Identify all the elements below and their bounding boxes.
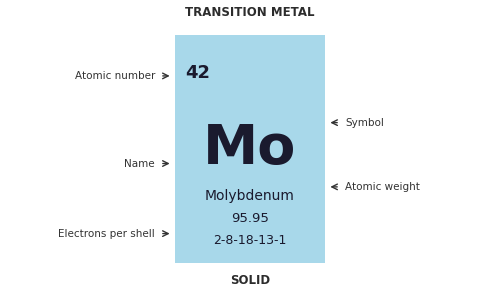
Text: Symbol: Symbol [345, 118, 384, 128]
Text: TRANSITION METAL: TRANSITION METAL [185, 6, 315, 19]
Text: 42: 42 [185, 64, 210, 82]
Text: Electrons per shell: Electrons per shell [58, 229, 155, 239]
Text: Atomic number: Atomic number [74, 71, 155, 81]
Text: Atomic weight: Atomic weight [345, 182, 420, 192]
Text: 95.95: 95.95 [231, 212, 269, 225]
Text: Mo: Mo [204, 122, 296, 176]
Text: Name: Name [124, 159, 155, 168]
Text: SOLID: SOLID [230, 274, 270, 288]
Bar [175, 35, 325, 263]
Text: 2-8-18-13-1: 2-8-18-13-1 [214, 234, 286, 246]
Text: Molybdenum: Molybdenum [205, 189, 295, 203]
